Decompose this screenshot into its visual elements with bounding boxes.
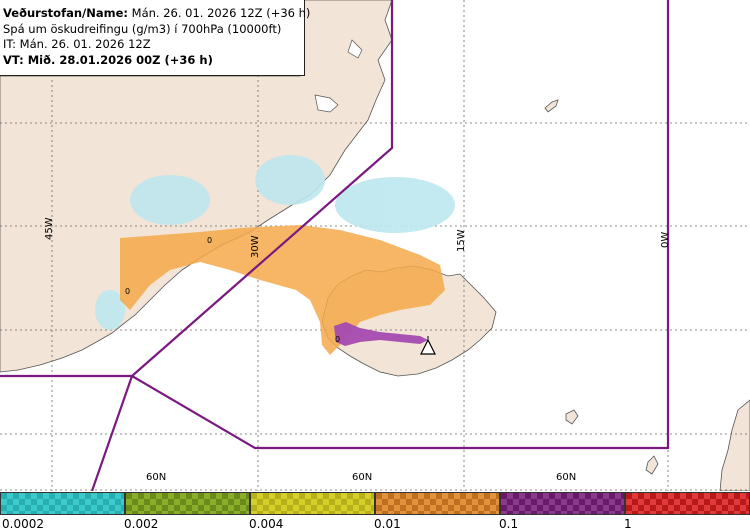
latitude-label-60n: 60N bbox=[556, 472, 577, 483]
legend-tick: 0.004 bbox=[249, 517, 284, 531]
legend-swatch-red bbox=[625, 492, 750, 515]
latitude-label-60n: 60N bbox=[352, 472, 373, 483]
legend-swatch-green bbox=[125, 492, 250, 515]
greenland-inlet bbox=[347, 39, 363, 59]
forecast-info-box: Veðurstofan/Name: Mán. 26. 01. 2026 12Z … bbox=[0, 0, 310, 76]
map-canvas bbox=[0, 0, 750, 491]
legend-tick: 0.0002 bbox=[2, 517, 44, 531]
shetland-islands bbox=[645, 455, 659, 475]
norway-coast bbox=[719, 399, 750, 491]
longitude-label-30w: 30W bbox=[250, 235, 261, 258]
legend-tick: 0.002 bbox=[124, 517, 159, 531]
legend-tick: 0.01 bbox=[374, 517, 401, 531]
longitude-label-15w: 15W bbox=[456, 229, 467, 252]
longitude-label-0w: 0W bbox=[660, 231, 671, 248]
legend-swatch-yellow bbox=[250, 492, 375, 515]
ash-plume-purple bbox=[334, 322, 428, 346]
legend-tick: 1 bbox=[624, 517, 632, 531]
valid-time: VT: Mið. 28.01.2026 00Z (+36 h) bbox=[3, 52, 213, 67]
forecast-description: Spá um öskudreifingu (g/m3) í 700hPa (10… bbox=[3, 21, 282, 36]
latitude-label-60n: 60N bbox=[146, 472, 167, 483]
concentration-legend: 0.0002 0.002 0.004 0.01 0.1 1 bbox=[0, 491, 750, 532]
legend-swatch-purple bbox=[500, 492, 625, 515]
faroe-islands bbox=[565, 409, 579, 425]
contour-label: 0 bbox=[335, 335, 341, 344]
legend-swatch-orange bbox=[375, 492, 500, 515]
volcano-triangle-icon bbox=[420, 336, 436, 355]
agency-name: Veðurstofan/Name: bbox=[3, 6, 128, 20]
legend-swatch-cyan bbox=[0, 492, 125, 515]
legend-tick: 0.1 bbox=[499, 517, 519, 531]
ash-cloud-orange bbox=[120, 225, 445, 355]
fir-boundary bbox=[0, 0, 670, 491]
contour-label: 0 bbox=[125, 287, 131, 296]
issue-time: Mán. 26. 01. 2026 12Z (+36 h) bbox=[128, 6, 311, 20]
agency-line: Veðurstofan/Name: Mán. 26. 01. 2026 12Z … bbox=[3, 6, 310, 22]
contour-label: 0 bbox=[207, 236, 213, 245]
longitude-label-45w: 45W bbox=[44, 217, 55, 240]
initial-time: IT: Mán. 26. 01. 2026 12Z bbox=[3, 37, 151, 51]
jan-mayen-island bbox=[544, 99, 559, 113]
ash-cloud-light bbox=[95, 155, 455, 330]
greenland-inlet bbox=[314, 94, 339, 113]
